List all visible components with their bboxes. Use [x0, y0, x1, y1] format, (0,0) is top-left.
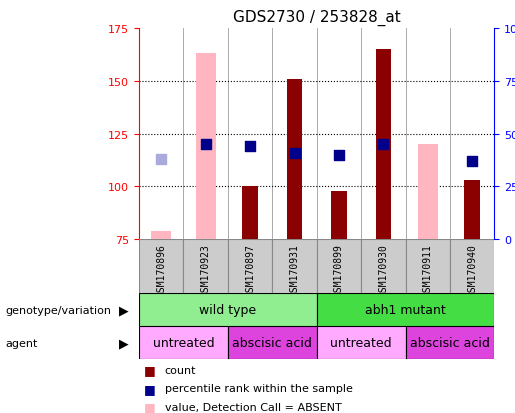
- Text: GSM170897: GSM170897: [245, 244, 255, 297]
- Text: ▶: ▶: [119, 303, 129, 316]
- Text: wild type: wild type: [199, 303, 256, 316]
- Bar: [243, 187, 258, 240]
- Text: GSM170930: GSM170930: [379, 244, 388, 297]
- Text: count: count: [165, 365, 196, 375]
- Bar: [465, 180, 480, 240]
- Bar: [375, 50, 391, 240]
- Text: percentile rank within the sample: percentile rank within the sample: [165, 383, 353, 393]
- Bar: [406, 326, 494, 359]
- Text: abscisic acid: abscisic acid: [410, 336, 490, 349]
- Bar: [287, 79, 302, 240]
- Text: GSM170923: GSM170923: [201, 244, 211, 297]
- Point: [246, 144, 254, 150]
- Text: abscisic acid: abscisic acid: [232, 336, 312, 349]
- Text: ■: ■: [144, 400, 156, 413]
- Text: GSM170899: GSM170899: [334, 244, 344, 297]
- Bar: [139, 240, 183, 293]
- Point: [290, 150, 299, 157]
- Text: GSM170911: GSM170911: [423, 244, 433, 297]
- Bar: [317, 326, 406, 359]
- Bar: [317, 293, 494, 326]
- Point: [468, 158, 476, 165]
- Bar: [406, 240, 450, 293]
- Bar: [272, 240, 317, 293]
- Bar: [450, 240, 494, 293]
- Bar: [317, 240, 361, 293]
- Text: genotype/variation: genotype/variation: [5, 305, 111, 315]
- Text: ■: ■: [144, 382, 156, 395]
- Point: [379, 141, 387, 148]
- Bar: [331, 191, 347, 240]
- Bar: [361, 240, 405, 293]
- Bar: [151, 231, 171, 240]
- Text: GSM170940: GSM170940: [467, 244, 477, 297]
- Text: GSM170931: GSM170931: [289, 244, 300, 297]
- Bar: [183, 240, 228, 293]
- Text: untreated: untreated: [152, 336, 214, 349]
- Text: agent: agent: [5, 338, 38, 348]
- Bar: [418, 145, 438, 240]
- Bar: [228, 240, 272, 293]
- Bar: [139, 293, 317, 326]
- Bar: [196, 54, 216, 240]
- Point: [201, 141, 210, 148]
- Text: value, Detection Call = ABSENT: value, Detection Call = ABSENT: [165, 402, 341, 412]
- Bar: [228, 326, 317, 359]
- Text: untreated: untreated: [330, 336, 392, 349]
- Text: abh1 mutant: abh1 mutant: [365, 303, 446, 316]
- Point: [335, 152, 343, 159]
- Text: GSM170896: GSM170896: [156, 244, 166, 297]
- Point: [157, 156, 165, 163]
- Title: GDS2730 / 253828_at: GDS2730 / 253828_at: [233, 10, 401, 26]
- Text: ■: ■: [144, 363, 156, 376]
- Bar: [139, 326, 228, 359]
- Text: ▶: ▶: [119, 336, 129, 349]
